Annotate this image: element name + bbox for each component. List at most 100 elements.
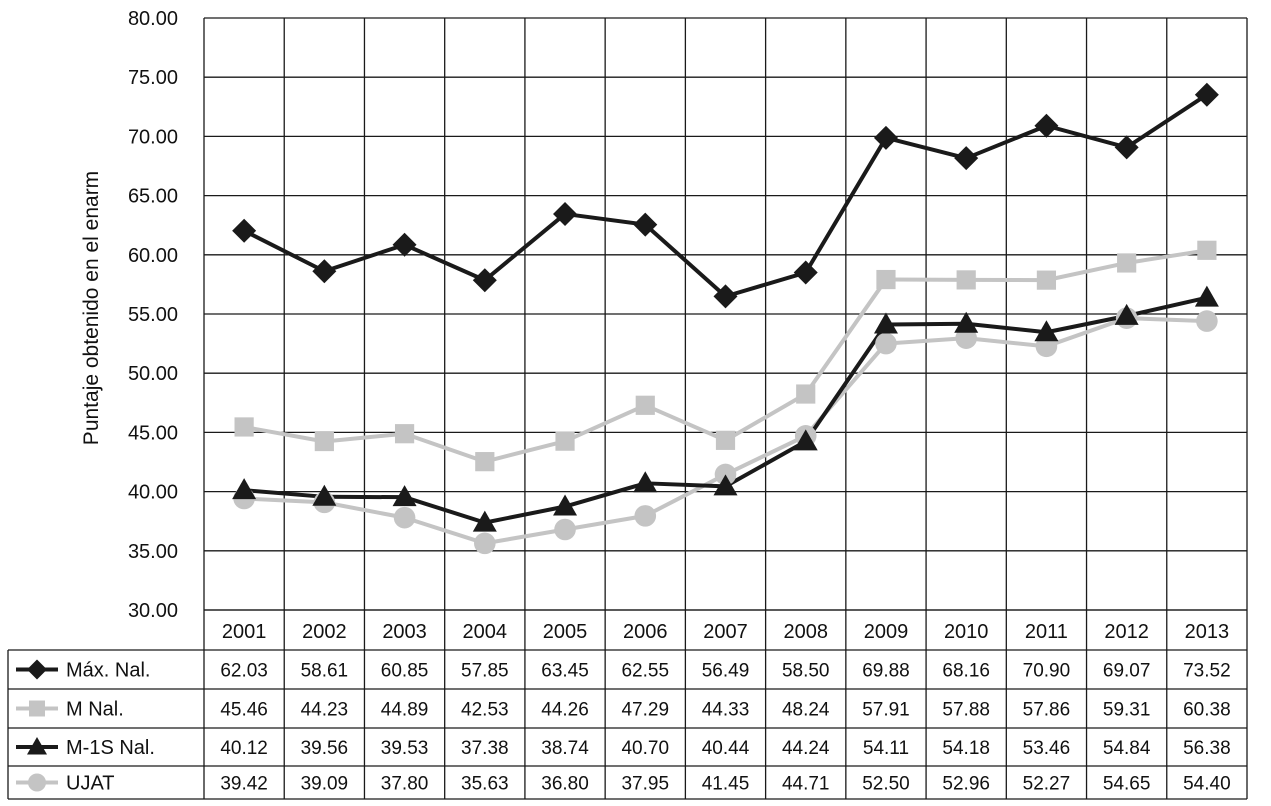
data-point-m-1s-nal bbox=[633, 471, 658, 493]
y-tick-label: 70.00 bbox=[128, 126, 178, 148]
data-point-m-nal bbox=[555, 431, 575, 451]
data-label: 54.11 bbox=[863, 738, 909, 759]
data-label: 52.50 bbox=[862, 774, 910, 795]
y-tick-label: 75.00 bbox=[128, 67, 178, 89]
x-tick-label: 2013 bbox=[1185, 621, 1230, 643]
data-point-m-nal bbox=[1197, 240, 1217, 260]
data-label: 40.70 bbox=[621, 738, 669, 759]
data-label: 41.45 bbox=[702, 774, 750, 795]
data-label: 62.03 bbox=[220, 661, 268, 682]
data-label: 59.31 bbox=[1103, 700, 1151, 721]
data-label: 54.65 bbox=[1103, 774, 1151, 795]
data-label: 37.95 bbox=[621, 774, 669, 795]
data-label: 68.16 bbox=[942, 661, 990, 682]
legend-marker-m-nal bbox=[29, 700, 45, 717]
data-point-m-x-nal bbox=[232, 218, 257, 243]
data-point-m-1s-nal bbox=[472, 510, 497, 532]
data-label: 54.18 bbox=[942, 738, 990, 759]
legend-label-m-1s-nal: M-1S Nal. bbox=[66, 737, 155, 759]
data-point-m-x-nal bbox=[1194, 82, 1219, 107]
data-point-ujat bbox=[474, 532, 496, 555]
legend-marker-m-1s-nal bbox=[27, 737, 47, 755]
y-tick-label: 65.00 bbox=[128, 186, 178, 208]
data-label: 54.40 bbox=[1183, 774, 1231, 795]
data-label: 36.80 bbox=[541, 774, 589, 795]
y-tick-label: 45.00 bbox=[128, 422, 178, 444]
data-point-ujat bbox=[393, 506, 416, 529]
data-point-m-1s-nal bbox=[873, 312, 898, 334]
data-label: 39.53 bbox=[381, 738, 429, 759]
data-point-m-1s-nal bbox=[1194, 285, 1219, 307]
data-point-m-1s-nal bbox=[553, 494, 578, 516]
data-label: 62.55 bbox=[621, 661, 669, 682]
data-label: 42.53 bbox=[461, 700, 509, 721]
data-point-m-x-nal bbox=[633, 212, 658, 237]
data-label: 60.38 bbox=[1183, 700, 1231, 721]
data-point-m-x-nal bbox=[1034, 113, 1059, 138]
data-label: 44.71 bbox=[782, 774, 830, 795]
data-point-ujat bbox=[634, 505, 657, 527]
data-point-m-x-nal bbox=[954, 146, 979, 171]
data-point-m-x-nal bbox=[793, 260, 818, 285]
y-axis-label: Puntaje obtenido en el enarm bbox=[80, 171, 103, 445]
data-label: 69.88 bbox=[862, 661, 910, 682]
legend-marker-ujat bbox=[28, 773, 46, 792]
data-point-m-nal bbox=[1117, 253, 1137, 273]
x-tick-label: 2010 bbox=[944, 621, 989, 643]
legend-label-m-nal: M Nal. bbox=[66, 699, 124, 721]
data-label: 56.38 bbox=[1183, 738, 1231, 759]
data-point-ujat bbox=[1196, 310, 1218, 332]
data-point-m-x-nal bbox=[392, 232, 417, 257]
data-label: 45.46 bbox=[220, 700, 268, 721]
data-point-m-nal bbox=[394, 424, 415, 444]
data-point-m-nal bbox=[715, 430, 736, 450]
data-label: 52.96 bbox=[942, 774, 990, 795]
x-tick-label: 2012 bbox=[1104, 621, 1149, 643]
y-tick-label: 60.00 bbox=[128, 245, 178, 267]
data-label: 52.27 bbox=[1023, 774, 1071, 795]
x-tick-label: 2009 bbox=[864, 621, 909, 643]
data-point-m-nal bbox=[234, 417, 254, 437]
data-label: 44.33 bbox=[702, 700, 750, 721]
x-tick-label: 2002 bbox=[302, 621, 347, 643]
data-label: 44.89 bbox=[381, 700, 429, 721]
x-tick-label: 2005 bbox=[543, 621, 588, 643]
data-label: 39.42 bbox=[220, 774, 268, 795]
data-point-m-x-nal bbox=[553, 201, 578, 226]
y-tick-label: 40.00 bbox=[128, 482, 178, 504]
data-point-m-nal bbox=[1036, 270, 1057, 290]
data-label: 57.88 bbox=[942, 700, 990, 721]
x-tick-label: 2007 bbox=[703, 621, 748, 643]
series-line-m-nal bbox=[243, 248, 1208, 464]
data-point-m-1s-nal bbox=[713, 474, 738, 496]
data-label: 44.24 bbox=[782, 738, 830, 759]
data-point-m-nal bbox=[876, 269, 896, 290]
data-label: 57.86 bbox=[1023, 700, 1071, 721]
data-label: 39.09 bbox=[301, 774, 349, 795]
data-label: 39.56 bbox=[301, 738, 349, 759]
data-label: 35.63 bbox=[461, 774, 509, 795]
legend-label-ujat: UJAT bbox=[66, 773, 115, 795]
x-tick-label: 2006 bbox=[623, 621, 668, 643]
y-tick-label: 35.00 bbox=[128, 541, 178, 563]
data-point-m-x-nal bbox=[1114, 135, 1139, 160]
data-point-ujat bbox=[875, 332, 897, 355]
legend-label-m-x-nal: Máx. Nal. bbox=[66, 660, 150, 682]
x-tick-label: 2003 bbox=[382, 621, 427, 643]
series-markers bbox=[232, 82, 1219, 555]
data-label: 44.26 bbox=[541, 700, 589, 721]
y-tick-label: 30.00 bbox=[128, 600, 178, 622]
data-label: 37.80 bbox=[381, 774, 429, 795]
data-label: 57.91 bbox=[862, 700, 910, 721]
data-label: 70.90 bbox=[1023, 661, 1071, 682]
data-label: 58.50 bbox=[782, 661, 830, 682]
data-point-ujat bbox=[955, 327, 977, 349]
y-tick-label: 50.00 bbox=[128, 363, 178, 385]
data-point-m-1s-nal bbox=[954, 311, 979, 333]
data-point-m-nal bbox=[635, 395, 655, 415]
data-point-m-1s-nal bbox=[232, 478, 257, 500]
data-point-m-1s-nal bbox=[793, 429, 818, 451]
data-label: 60.85 bbox=[381, 661, 429, 682]
data-point-ujat bbox=[554, 518, 576, 541]
data-point-m-x-nal bbox=[713, 284, 738, 309]
